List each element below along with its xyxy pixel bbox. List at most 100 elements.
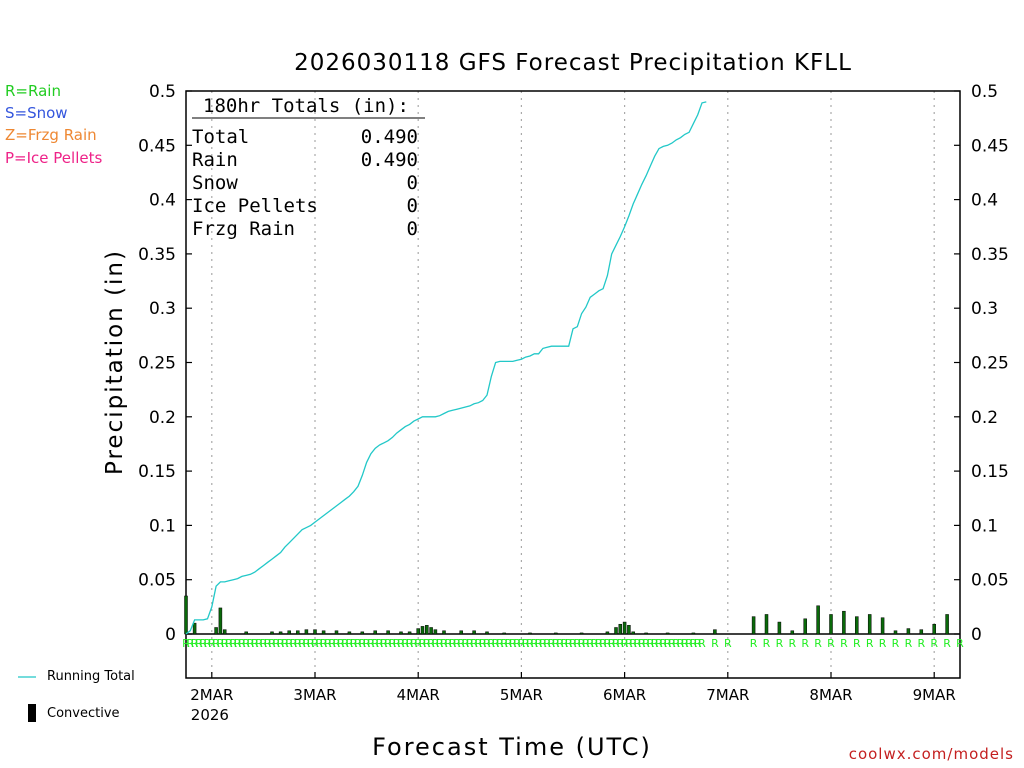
ptype-marker: R (530, 637, 538, 650)
ptype-marker: R (444, 637, 452, 650)
ptype-marker: R (956, 637, 964, 650)
ptype-marker: R (191, 637, 199, 650)
ptype-marker: R (552, 637, 560, 650)
legend-frzg-label: Z=Frzg Rain (5, 126, 97, 144)
totals-row-label: Snow (192, 172, 238, 194)
precip-bar (713, 629, 717, 635)
ptype-marker: R (376, 637, 384, 650)
ptype-marker: R (358, 637, 366, 650)
ptype-marker: R (543, 637, 551, 650)
ptype-marker: R (612, 637, 620, 650)
ptype-marker: R (853, 637, 861, 650)
ptype-marker: R (320, 637, 328, 650)
year-label: 2026 (191, 706, 229, 724)
ptype-marker: R (238, 637, 246, 650)
precip-bar (360, 631, 365, 635)
precip-bar (867, 614, 872, 635)
ptype-marker: R (414, 637, 422, 650)
ptype-marker: R (548, 637, 556, 650)
ptype-marker: R (354, 637, 362, 650)
y-tick-label-right: 0.25 (971, 354, 1009, 374)
ptype-marker: R (801, 637, 809, 650)
ptype-marker: R (268, 637, 276, 650)
totals-heading: 180hr Totals (in): (203, 95, 409, 117)
ptype-marker: R (423, 637, 431, 650)
ptype-marker: R (410, 637, 418, 650)
ptype-marker: R (827, 637, 835, 650)
totals-row-label: Total (192, 126, 249, 148)
precip-bar (218, 607, 223, 635)
ptype-marker: R (634, 637, 642, 650)
legend-snow-label: S=Snow (5, 104, 68, 122)
y-tick-label-left: 0.35 (138, 245, 176, 265)
precip-bar (416, 628, 420, 635)
ptype-marker: R (539, 637, 547, 650)
ptype-marker: R (462, 637, 470, 650)
precip-bar (214, 627, 218, 635)
y-tick-label-right: 0 (971, 625, 982, 645)
y-tick-label-right: 0.3 (971, 299, 998, 319)
ptype-marker: R (672, 637, 680, 650)
chart-title: 2026030118 GFS Forecast Precipitation KF… (294, 50, 852, 76)
ptype-marker: R (690, 637, 698, 650)
precip-bar (192, 622, 197, 635)
running-total-line (185, 101, 707, 635)
precip-bar (932, 623, 936, 635)
precip-bar (855, 616, 859, 635)
ptype-marker: R (518, 637, 526, 650)
ptype-marker: R (694, 637, 702, 650)
y-tick-label-left: 0.15 (138, 462, 176, 482)
totals-row-value: 0 (407, 172, 418, 194)
ptype-marker: R (629, 637, 637, 650)
precip-bar (278, 631, 283, 635)
precip-bar (764, 614, 769, 635)
ptype-marker: R (470, 637, 478, 650)
precip-bar (386, 630, 390, 635)
ptype-marker: R (204, 637, 212, 650)
x-tick-label: 4MAR (397, 686, 440, 704)
y-tick-label-right: 0.5 (971, 82, 998, 102)
legend-frzg: Z=Frzg Rain (5, 126, 97, 144)
precip-bar (459, 630, 463, 635)
precip-bar (502, 632, 506, 635)
credit-link[interactable]: coolwx.com/models (848, 745, 1014, 763)
ptype-marker: R (303, 637, 311, 650)
ptype-marker: R (561, 637, 569, 650)
ptype-marker: R (264, 637, 272, 650)
ptype-marker: R (367, 637, 375, 650)
precip-bar (614, 627, 618, 635)
precip-bar (425, 625, 429, 635)
ptype-marker: R (255, 637, 263, 650)
precip-bar (244, 631, 248, 635)
precip-bar (313, 629, 317, 635)
ptype-marker: R (217, 637, 225, 650)
precip-bar (222, 629, 227, 635)
ptype-marker: R (879, 637, 887, 650)
x-axis-title: Forecast Time (UTC) (372, 733, 652, 761)
ptype-marker: R (565, 637, 573, 650)
ptype-marker: R (479, 637, 487, 650)
precip-bar (528, 632, 532, 635)
precip-bar (803, 618, 807, 635)
y-tick-label-left: 0.45 (138, 136, 176, 156)
ptype-marker: R (277, 637, 285, 650)
precip-bar (622, 621, 627, 635)
ptype-marker: R (221, 637, 229, 650)
precip-bar (691, 632, 696, 635)
ptype-marker: R (307, 637, 315, 650)
legend-snow: S=Snow (5, 104, 68, 122)
precip-bar (893, 630, 898, 635)
ptype-marker: R (182, 637, 190, 650)
y-tick-label-left: 0.05 (138, 571, 176, 591)
ptype-marker: R (384, 637, 392, 650)
ptype-marker: R (586, 637, 594, 650)
precip-bar (665, 632, 670, 635)
ptype-marker: R (535, 637, 543, 650)
ptype-marker: R (595, 637, 603, 650)
y-tick-label-right: 0.05 (971, 571, 1009, 591)
ptype-marker: R (513, 637, 521, 650)
ptype-marker: R (371, 637, 379, 650)
ptype-marker: R (840, 637, 848, 650)
ptype-marker: R (724, 637, 732, 650)
